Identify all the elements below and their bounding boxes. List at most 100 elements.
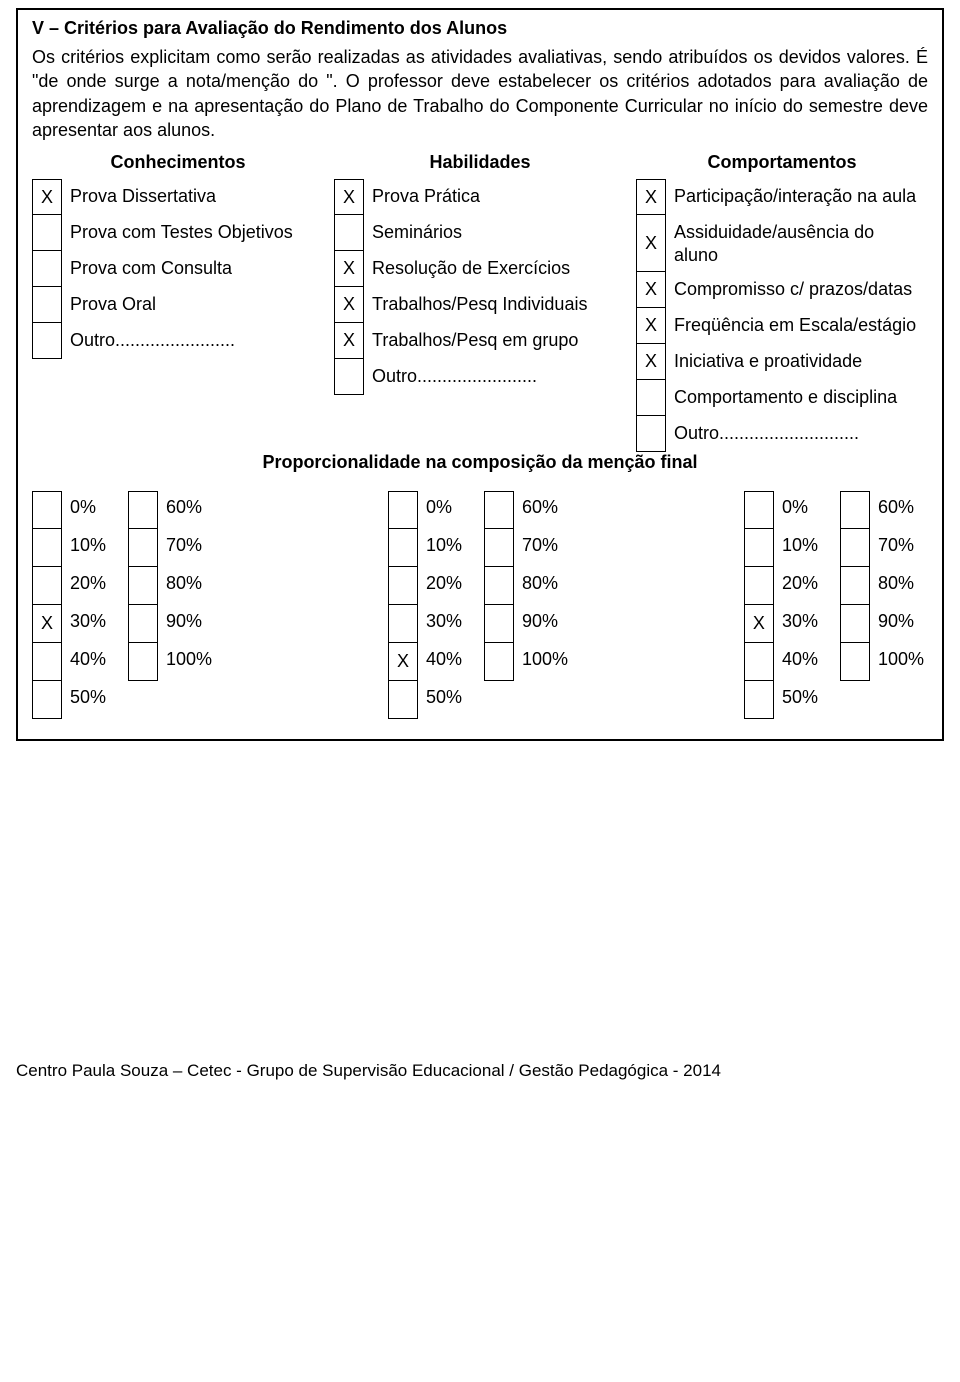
pct-label: 60% [514,491,570,529]
checkbox[interactable] [388,567,418,605]
item-label: Outro........................ [364,359,626,395]
pct-col-left: 0% 10% 20% 30% X40% 50% [388,491,474,719]
checkbox[interactable] [32,251,62,287]
checkbox[interactable] [484,605,514,643]
pct-label: 80% [514,567,570,605]
pct-label: 60% [870,491,926,529]
checkbox[interactable] [388,605,418,643]
checkbox[interactable] [840,529,870,567]
intro-text: Os critérios explicitam como serão reali… [32,45,928,142]
checkbox[interactable] [32,323,62,359]
checkbox[interactable] [840,567,870,605]
checkbox[interactable] [128,643,158,681]
pct-label: 10% [774,529,830,567]
checkbox[interactable]: X [636,344,666,380]
checkbox[interactable] [840,491,870,529]
checkbox[interactable]: X [334,179,364,215]
footer-text: Centro Paula Souza – Cetec - Grupo de Su… [0,1061,960,1081]
checkbox[interactable] [32,287,62,323]
checkbox[interactable] [744,681,774,719]
checkbox[interactable] [744,567,774,605]
item-label: Prova com Testes Objetivos [62,215,324,251]
pct-label: 100% [158,643,216,681]
checkbox[interactable] [32,491,62,529]
checkbox[interactable]: X [388,643,418,681]
checkbox[interactable] [388,529,418,567]
checkbox[interactable] [128,491,158,529]
list-item: Comportamento e disciplina [636,380,928,416]
list-item: X Prova Prática [334,179,626,215]
pct-label: 10% [62,529,118,567]
checkbox[interactable] [484,643,514,681]
pct-label: 100% [870,643,928,681]
checkbox[interactable] [636,416,666,452]
item-label: Resolução de Exercícios [364,251,626,287]
list-item: X Prova Dissertativa [32,179,324,215]
checkbox[interactable] [388,681,418,719]
checkbox[interactable] [744,643,774,681]
checkbox[interactable] [744,491,774,529]
checkbox[interactable] [334,215,364,251]
checkbox[interactable] [636,380,666,416]
page-frame: V – Critérios para Avaliação do Rendimen… [16,8,944,741]
checkbox[interactable]: X [32,179,62,215]
checkbox[interactable] [32,681,62,719]
pct-label: 80% [870,567,926,605]
checkbox[interactable]: X [636,215,666,272]
list-item: X Trabalhos/Pesq em grupo [334,323,626,359]
checkbox[interactable]: X [744,605,774,643]
pct-col-right: 60% 70% 80% 90% 100% [840,491,928,719]
checkbox[interactable] [32,529,62,567]
checkbox[interactable] [128,529,158,567]
checkbox[interactable] [484,491,514,529]
checkbox[interactable] [744,529,774,567]
checkbox[interactable] [128,605,158,643]
list-item: X Participação/interação na aula [636,179,928,215]
pct-label: 90% [870,605,926,643]
checkbox[interactable] [128,567,158,605]
checkbox[interactable]: X [636,308,666,344]
item-label: Prova Prática [364,179,626,215]
item-label: Freqüência em Escala/estágio [666,308,928,344]
pct-label: 60% [158,491,214,529]
checkbox[interactable]: X [334,287,364,323]
list-item: Seminários [334,215,626,251]
pct-label: 90% [158,605,214,643]
checkbox[interactable] [840,605,870,643]
pct-label: 20% [418,567,474,605]
list-item: Prova Oral [32,287,324,323]
item-label: Prova Oral [62,287,324,323]
checkbox[interactable] [388,491,418,529]
checkbox[interactable]: X [32,605,62,643]
checkbox[interactable] [484,529,514,567]
col-conhecimentos: Conhecimentos X Prova Dissertativa Prova… [32,152,324,452]
item-label: Comportamento e disciplina [666,380,928,416]
pct-label: 40% [418,643,474,681]
col-header-habilidades: Habilidades [334,152,626,173]
pct-label: 30% [418,605,474,643]
pct-label: 50% [774,681,830,719]
list-item: Outro........................ [32,323,324,359]
checkbox[interactable]: X [636,179,666,215]
list-item: Outro............................ [636,416,928,452]
item-label: Prova com Consulta [62,251,324,287]
checkbox[interactable] [32,215,62,251]
item-label: Seminários [364,215,626,251]
pct-label: 50% [62,681,118,719]
list-item: X Trabalhos/Pesq Individuais [334,287,626,323]
pct-label: 0% [418,491,474,529]
col-header-conhecimentos: Conhecimentos [32,152,324,173]
checkbox[interactable]: X [334,251,364,287]
pct-group-1: 0% 10% 20% X30% 40% 50% 60% 70% 80% 90% … [32,491,216,719]
checkbox[interactable]: X [636,272,666,308]
checkbox[interactable] [840,643,870,681]
checkbox[interactable] [484,567,514,605]
checkbox[interactable]: X [334,323,364,359]
checkbox[interactable] [334,359,364,395]
pct-label: 80% [158,567,214,605]
item-label: Iniciativa e proatividade [666,344,928,380]
pct-col-left: 0% 10% 20% X30% 40% 50% [744,491,830,719]
checkbox[interactable] [32,643,62,681]
checkbox[interactable] [32,567,62,605]
list-item: Prova com Testes Objetivos [32,215,324,251]
